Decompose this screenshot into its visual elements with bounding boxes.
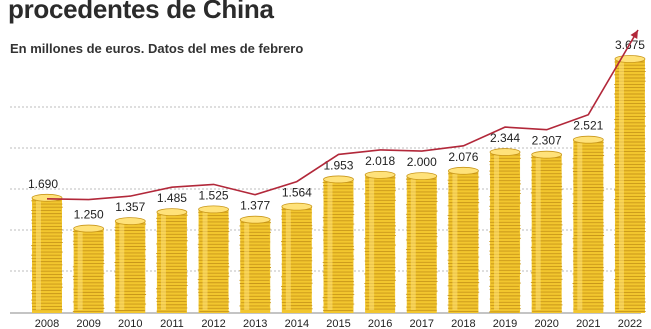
bar-2010 — [114, 217, 147, 313]
coin-highlight — [535, 156, 541, 310]
value-label: 2.307 — [532, 134, 562, 148]
bar-2015 — [322, 175, 355, 313]
bar-2018 — [447, 166, 480, 313]
x-tick-label: 2021 — [576, 318, 600, 329]
bar-2013 — [239, 215, 271, 313]
bar-2022 — [614, 55, 646, 313]
coin-highlight — [327, 181, 333, 310]
value-label: 1.690 — [28, 177, 58, 191]
bar-2009 — [72, 224, 105, 313]
coin-highlight — [494, 154, 500, 310]
coin-top — [406, 172, 438, 181]
value-label: 1.953 — [323, 158, 353, 172]
coin-highlight — [119, 223, 125, 310]
bar-2011 — [156, 208, 188, 313]
value-label: 2.018 — [365, 154, 395, 168]
coin-top — [114, 217, 146, 226]
coin-highlight — [36, 199, 41, 310]
bar-2020 — [530, 150, 563, 313]
x-tick-label: 2011 — [160, 318, 184, 329]
value-label: 2.000 — [407, 155, 437, 169]
x-tick-label: 2020 — [534, 318, 558, 329]
coin-top — [364, 170, 396, 179]
bar-2014 — [281, 202, 313, 313]
coin-highlight — [202, 211, 208, 310]
x-tick-label: 2008 — [35, 318, 59, 329]
coin-top — [531, 150, 563, 159]
value-label: 1.250 — [74, 208, 104, 222]
value-label: 1.377 — [240, 199, 270, 213]
coin-highlight — [618, 61, 624, 310]
trend-line — [46, 29, 639, 201]
value-label: 1.564 — [282, 186, 312, 200]
bar-2016 — [364, 170, 396, 313]
x-tick-label: 2012 — [201, 318, 225, 329]
coin-top — [156, 208, 188, 217]
coin-top — [239, 215, 271, 224]
x-tick-label: 2009 — [76, 318, 100, 329]
coin-highlight — [77, 230, 83, 310]
x-tick-label: 2013 — [243, 318, 267, 329]
x-tick-label: 2014 — [285, 318, 309, 329]
chart-subtitle: En millones de euros. Datos del mes de f… — [10, 41, 304, 56]
bar-2008 — [31, 193, 63, 313]
coin-top — [447, 166, 479, 175]
value-label: 1.357 — [115, 200, 145, 214]
bar-2017 — [405, 172, 438, 313]
x-tick-label: 2016 — [368, 318, 392, 329]
coin-top — [281, 202, 313, 211]
bar-2012 — [197, 205, 230, 313]
coin-top — [198, 205, 229, 214]
coin-highlight — [285, 208, 291, 310]
x-tick-label: 2019 — [493, 318, 517, 329]
coin-highlight — [577, 141, 583, 310]
coin-highlight — [244, 221, 250, 310]
coin-highlight — [452, 172, 458, 310]
coin-highlight — [160, 214, 166, 310]
coin-top — [489, 148, 521, 156]
chart-title: procedentes de China — [8, 0, 274, 24]
x-tick-label: 2010 — [118, 318, 142, 329]
value-label: 1.525 — [199, 188, 229, 202]
bar-2021 — [572, 135, 605, 313]
x-tick-label: 2018 — [451, 318, 475, 329]
x-tick-label: 2017 — [410, 318, 434, 329]
coin-top — [323, 175, 354, 184]
value-label: 2.076 — [448, 150, 478, 164]
x-tick-label: 2015 — [326, 318, 350, 329]
coin-top — [31, 193, 63, 202]
coin-highlight — [410, 178, 416, 310]
value-label: 2.344 — [490, 131, 520, 145]
value-label: 2.521 — [573, 119, 603, 133]
coin-top — [73, 224, 105, 233]
coin-highlight — [369, 176, 375, 310]
trend-arrow-head — [630, 30, 638, 39]
bar-2019 — [489, 148, 521, 313]
value-label: 1.485 — [157, 191, 187, 205]
x-tick-label: 2022 — [618, 318, 642, 329]
coin-top — [572, 135, 604, 144]
